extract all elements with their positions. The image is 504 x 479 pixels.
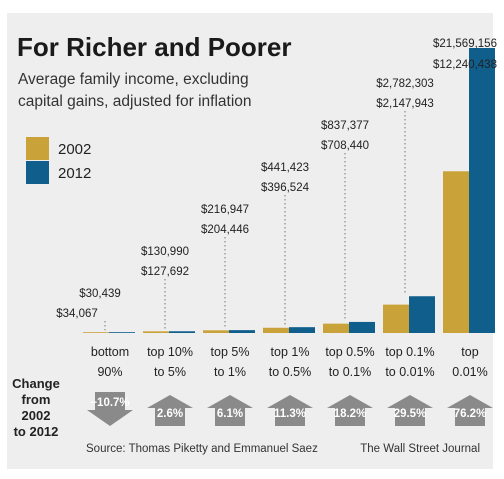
- value-label-2012-5: $2,782,303: [376, 78, 434, 90]
- value-label-2012-4: $837,377: [321, 120, 369, 132]
- change-value-2: 6.1%: [217, 408, 243, 420]
- credit-note: The Wall Street Journal: [360, 443, 480, 455]
- value-label-2012-0: $30,439: [79, 288, 121, 300]
- category-label-0-line1: bottom: [91, 345, 129, 359]
- chart-subtitle-line2: capital gains, adjusted for inflation: [18, 93, 252, 110]
- value-label-2002-4: $708,440: [321, 140, 369, 152]
- bar-2002-5: [383, 304, 409, 333]
- change-label-line3: 2002: [22, 408, 51, 423]
- change-value-0: −10.7%: [90, 397, 129, 409]
- value-label-2002-3: $396,524: [261, 182, 310, 194]
- legend-swatch-2012: [26, 161, 49, 184]
- category-label-4-line1: top 0.5%: [325, 345, 374, 359]
- change-arrow-1: [147, 395, 193, 426]
- source-note: Source: Thomas Piketty and Emmanuel Saez: [86, 443, 318, 455]
- change-arrows: −10.7% 2.6% 6.1% 11.3% 18.2% 29.5% 76.2%: [87, 392, 493, 426]
- change-value-5: 29.5%: [394, 408, 427, 420]
- change-arrow-5: [387, 395, 433, 426]
- category-label-5-line2: to 0.01%: [385, 365, 434, 379]
- change-label-line1: Change: [12, 376, 60, 391]
- change-value-3: 11.3%: [274, 408, 306, 420]
- value-label-2012-2: $216,947: [201, 204, 249, 216]
- bar-2012-2: [229, 330, 255, 333]
- category-label-0-line2: 90%: [97, 365, 122, 379]
- category-label-2-line1: top 5%: [211, 345, 250, 359]
- value-label-2002-5: $2,147,943: [376, 98, 434, 110]
- bar-2012-6: [469, 48, 495, 333]
- legend-label-2012: 2012: [58, 165, 91, 182]
- value-label-2012-3: $441,423: [261, 162, 309, 174]
- bars-group: [83, 48, 495, 333]
- bar-2002-4: [323, 323, 349, 333]
- category-label-2-line2: to 1%: [214, 365, 246, 379]
- category-label-4-line2: to 0.1%: [329, 365, 371, 379]
- bar-2012-1: [169, 331, 195, 333]
- value-label-2002-6: $12,240,438: [433, 59, 497, 71]
- chart-subtitle-line1: Average family income, excluding: [18, 71, 249, 88]
- bar-2002-0: [83, 332, 109, 333]
- change-value-4: 18.2%: [334, 408, 367, 420]
- category-label-5-line1: top 0.1%: [385, 345, 434, 359]
- change-value-6: 76.2%: [454, 408, 487, 420]
- change-arrow-2: [207, 395, 253, 426]
- change-arrow-3: [267, 395, 313, 426]
- bar-2002-2: [203, 330, 229, 333]
- change-label-line4: to 2012: [14, 424, 59, 439]
- bar-2002-6: [443, 171, 469, 333]
- chart-panel: [7, 13, 493, 469]
- category-label-6-line2: 0.01%: [452, 365, 487, 379]
- value-label-2012-1: $130,990: [141, 246, 189, 258]
- change-arrow-6: [447, 395, 493, 426]
- leader-lines: [104, 111, 406, 331]
- category-label-3-line2: to 0.5%: [269, 365, 311, 379]
- value-label-2012-6: $21,569,156: [433, 38, 497, 50]
- category-label-3-line1: top 1%: [271, 345, 310, 359]
- bar-2012-4: [349, 321, 375, 333]
- category-label-1-line2: to 5%: [154, 365, 186, 379]
- category-label-1-line1: top 10%: [147, 345, 193, 359]
- bar-2002-3: [263, 327, 289, 333]
- bar-2012-3: [289, 327, 315, 333]
- value-label-2002-1: $127,692: [141, 266, 189, 278]
- change-arrow-4: [327, 395, 373, 426]
- category-labels: bottom 90% top 10% to 5% top 5% to 1% top 1% to…: [91, 345, 488, 379]
- legend-swatch-2002: [26, 137, 49, 160]
- value-label-2002-0: $34,067: [56, 308, 98, 320]
- bar-2012-0: [109, 332, 135, 333]
- chart-title: For Richer and Poorer: [17, 32, 292, 62]
- change-value-1: 2.6%: [157, 408, 183, 420]
- bar-2012-5: [409, 296, 435, 333]
- bar-2002-1: [143, 331, 169, 333]
- legend-label-2002: 2002: [58, 141, 91, 158]
- value-label-2002-2: $204,446: [201, 224, 249, 236]
- category-label-6-line1: top: [461, 345, 478, 359]
- change-arrow-0: [87, 392, 133, 426]
- value-labels: $30,439 $34,067 $130,990 $127,692 $216,947 $2…: [56, 38, 497, 320]
- change-label-line2: from: [22, 392, 51, 407]
